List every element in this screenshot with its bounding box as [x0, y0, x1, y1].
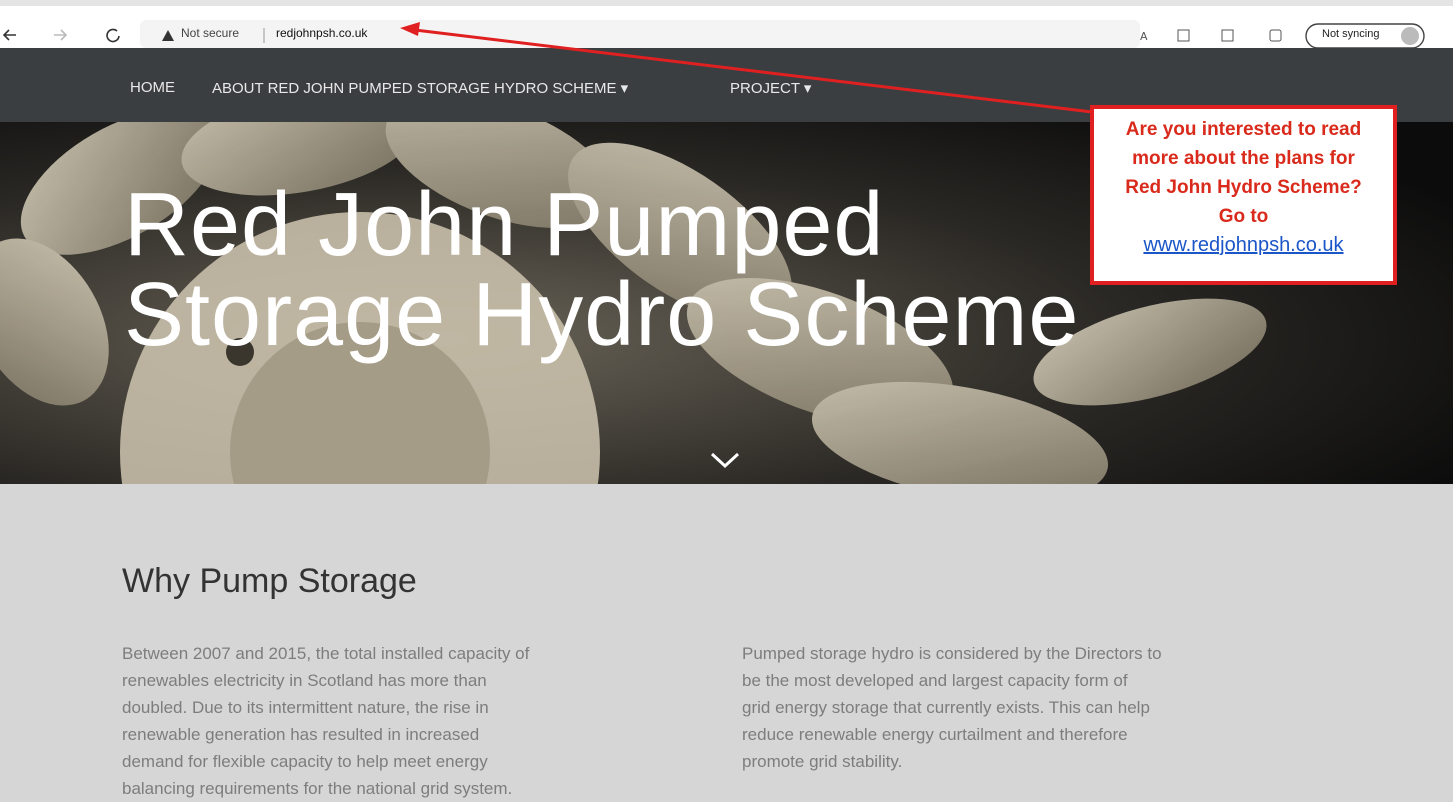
nav-home[interactable]: HOME: [130, 79, 175, 96]
favorites-icon[interactable]: [1222, 30, 1233, 41]
forward-icon[interactable]: [54, 30, 66, 40]
paragraph-line: balancing requirements for the national …: [122, 775, 529, 802]
callout-line: Are you interested to read: [1094, 115, 1393, 144]
callout-line: more about the plans for: [1094, 144, 1393, 173]
callout-line: Go to: [1094, 202, 1393, 231]
text-column: Between 2007 and 2015, the total install…: [122, 640, 529, 802]
profile-avatar[interactable]: [1401, 27, 1419, 45]
hero-title-line: Storage Hydro Scheme: [124, 264, 1079, 367]
paragraph-line: promote grid stability.: [742, 748, 1162, 775]
text-column: Pumped storage hydro is considered by th…: [742, 640, 1162, 775]
paragraph-line: Pumped storage hydro is considered by th…: [742, 640, 1162, 667]
section-heading: Why Pump Storage: [122, 562, 417, 601]
hero-title-line: Red John Pumped: [124, 174, 885, 277]
paragraph-line: be the most developed and largest capaci…: [742, 667, 1162, 694]
callout-link[interactable]: www.redjohnpsh.co.uk: [1094, 231, 1393, 260]
refresh-icon[interactable]: [107, 29, 119, 41]
body: A Not secure redjohnpsh.co.uk Not syncin…: [0, 0, 1453, 802]
paragraph-line: doubled. Due to its intermittent nature,…: [122, 694, 529, 721]
favorite-icon[interactable]: [1178, 30, 1189, 41]
read-aloud-icon[interactable]: A: [1140, 30, 1148, 43]
page: Red John Pumped Storage Hydro Scheme {"b…: [0, 0, 1453, 802]
paragraph-line: renewable generation has resulted in inc…: [122, 721, 529, 748]
paragraph-line: renewables electricity in Scotland has m…: [122, 667, 529, 694]
paragraph-line: demand for flexible capacity to help mee…: [122, 748, 529, 775]
nav-about[interactable]: ABOUT RED JOHN PUMPED STORAGE HYDRO SCHE…: [212, 79, 628, 97]
nav-project[interactable]: PROJECT ▾: [730, 79, 811, 97]
paragraph-line: grid energy storage that currently exist…: [742, 694, 1162, 721]
paragraph-line: reduce renewable energy curtailment and …: [742, 721, 1162, 748]
security-label: Not secure: [181, 26, 239, 40]
browser-toolbar: A Not secure redjohnpsh.co.uk Not syncin…: [0, 0, 1453, 48]
url-text[interactable]: redjohnpsh.co.uk: [276, 26, 367, 40]
paragraph-line: Between 2007 and 2015, the total install…: [122, 640, 529, 667]
callout-line: Red John Hydro Scheme?: [1094, 173, 1393, 202]
sync-label[interactable]: Not syncing: [1322, 28, 1379, 40]
back-icon[interactable]: [4, 30, 16, 40]
collections-icon[interactable]: [1270, 30, 1281, 41]
